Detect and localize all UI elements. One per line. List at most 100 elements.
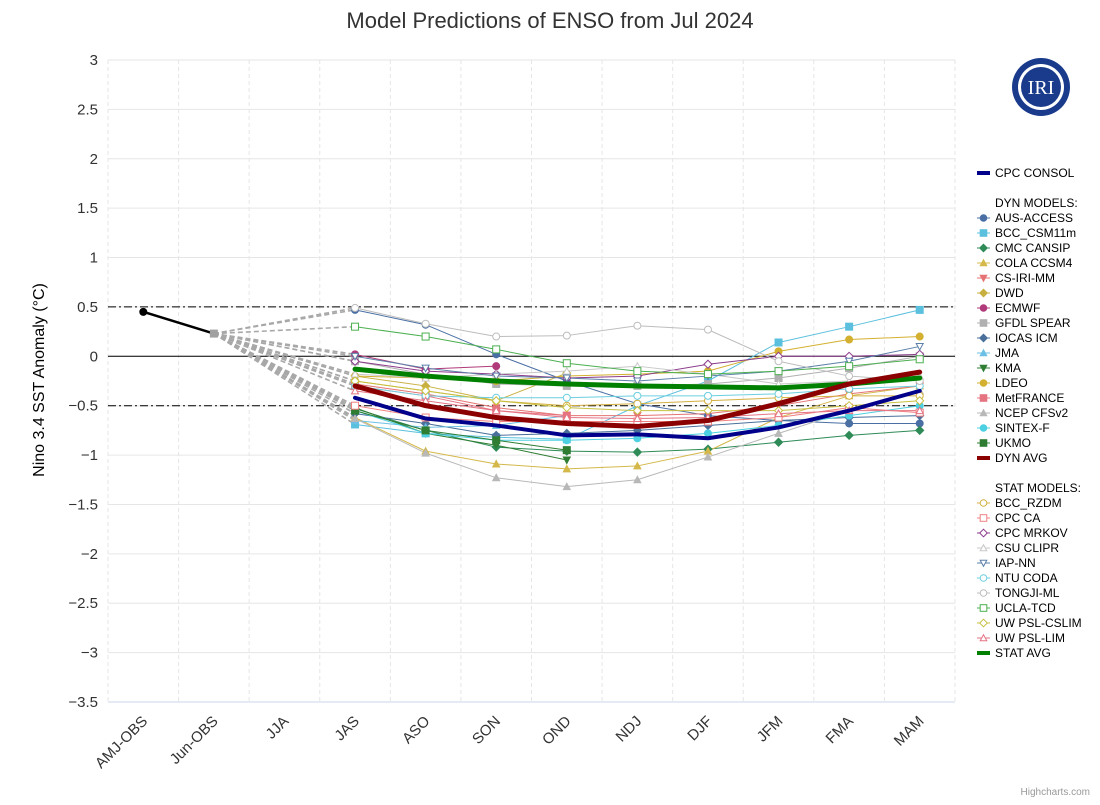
forecast-connector [213,325,356,335]
x-tick-label: JJA [263,713,293,743]
data-point [350,413,360,423]
data-point [845,322,854,331]
legend-label: UKMO [995,436,1031,450]
legend-label: IOCAS ICM [995,331,1058,345]
data-point [633,367,642,376]
chart-title: Model Predictions of ENSO from Jul 2024 [346,8,753,33]
data-point [491,396,501,406]
legend-label: COLA CCSM4 [995,256,1073,270]
series-line-thick [353,388,922,441]
data-point [492,332,501,341]
data-point [633,413,642,423]
legend-label: UW PSL-CSLIM [995,616,1082,630]
legend-swatch [979,589,988,597]
legend-label: STAT AVG [995,646,1051,660]
forecast-connector [213,332,356,410]
legend-swatch [979,559,988,568]
x-tick-label: JFM [754,713,787,746]
forecast-connector [213,332,356,409]
y-tick-label: −0.5 [68,398,98,415]
data-point [774,409,783,418]
legend-label: JMA [995,346,1019,360]
data-point [351,322,360,331]
series-line [354,372,568,402]
legend-swatch [979,499,988,507]
y-tick-label: 0 [90,348,98,365]
legend-label: CMC CANSIP [995,241,1070,255]
forecast-connector [213,332,356,375]
y-tick-label: −1 [81,447,98,464]
legend-swatch [979,229,988,237]
data-point [915,396,925,406]
observed-line [142,310,215,335]
legend-label: BCC_CSM11m [995,226,1076,240]
x-tick-label: FMA [823,713,857,747]
legend-swatch [979,408,988,417]
data-point [915,342,925,351]
forecast-connector [213,309,356,335]
data-point [562,359,571,368]
legend-label: CPC CA [995,511,1040,525]
legend-swatch [979,543,988,552]
x-tick-labels: AMJ-OBS Jun-OBS JJA JAS ASO SON OND NDJ DJF JFM FM… [92,713,928,772]
data-point [774,338,783,347]
legend-swatch [979,574,988,582]
forecast-connector [213,332,356,420]
y-tick-label: −1.5 [68,496,98,513]
legend-swatch [979,274,988,283]
data-point [915,406,925,415]
data-point [562,393,571,402]
data-point [351,303,360,312]
legend-swatch [979,258,988,267]
legend-swatch [979,379,988,387]
highcharts-credit[interactable]: Highcharts.com [1021,787,1090,798]
legend-swatch [979,514,988,522]
y-tick-labels: 3 2.5 2 1.5 1 0.5 0 −0.5 −1 −1.5 −2 −2.5 −3 −3.5 [68,52,98,711]
x-tick-label: OND [539,713,575,749]
x-tick-label: JAS [331,713,362,744]
data-point [774,389,783,398]
data-point [351,401,360,410]
legend-header: STAT MODELS: [995,481,1081,495]
legend: CPC CONSOL DYN MODELS:AUS-ACCESSBCC_CSM11… [977,166,1082,660]
legend-label: MetFRANCE [995,391,1064,405]
data-point [350,352,360,361]
data-point [562,412,572,422]
data-point [421,332,430,341]
x-tick-label: ASO [399,713,433,747]
legend-label: SINTEX-F [995,421,1050,435]
forecast-connector [213,332,356,377]
legend-label: DWD [995,286,1024,300]
data-point [773,437,784,447]
legend-label: KMA [995,361,1021,375]
data-point [491,406,501,415]
data-point [562,464,572,473]
data-point [703,325,712,334]
observed-point [209,329,218,338]
data-point [421,319,430,328]
legend-label: CSU CLIPR [995,541,1059,555]
data-point [491,459,501,468]
x-tick-label: NDJ [613,713,646,746]
observed-point [139,307,148,316]
data-point [562,436,571,445]
data-point [845,362,854,371]
y-tick-label: 2 [90,151,98,168]
forecast-connector [213,332,356,392]
forecast-connector [213,332,356,382]
legend-swatch [978,618,989,628]
legend-swatch [979,319,988,327]
y-tick-label: 0.5 [77,299,98,316]
data-point [421,448,430,457]
legend-label: NTU CODA [995,571,1058,585]
legend-label: CS-IRI-MM [995,271,1055,285]
data-point [703,359,713,369]
data-point [492,345,501,354]
forecast-connector [213,307,356,335]
data-point [774,367,783,376]
legend-label: UCLA-TCD [995,601,1056,615]
legend-swatch [979,604,988,612]
legend-swatch [979,633,988,642]
legend-header: DYN MODELS: [995,196,1078,210]
legend-swatch [978,333,989,343]
